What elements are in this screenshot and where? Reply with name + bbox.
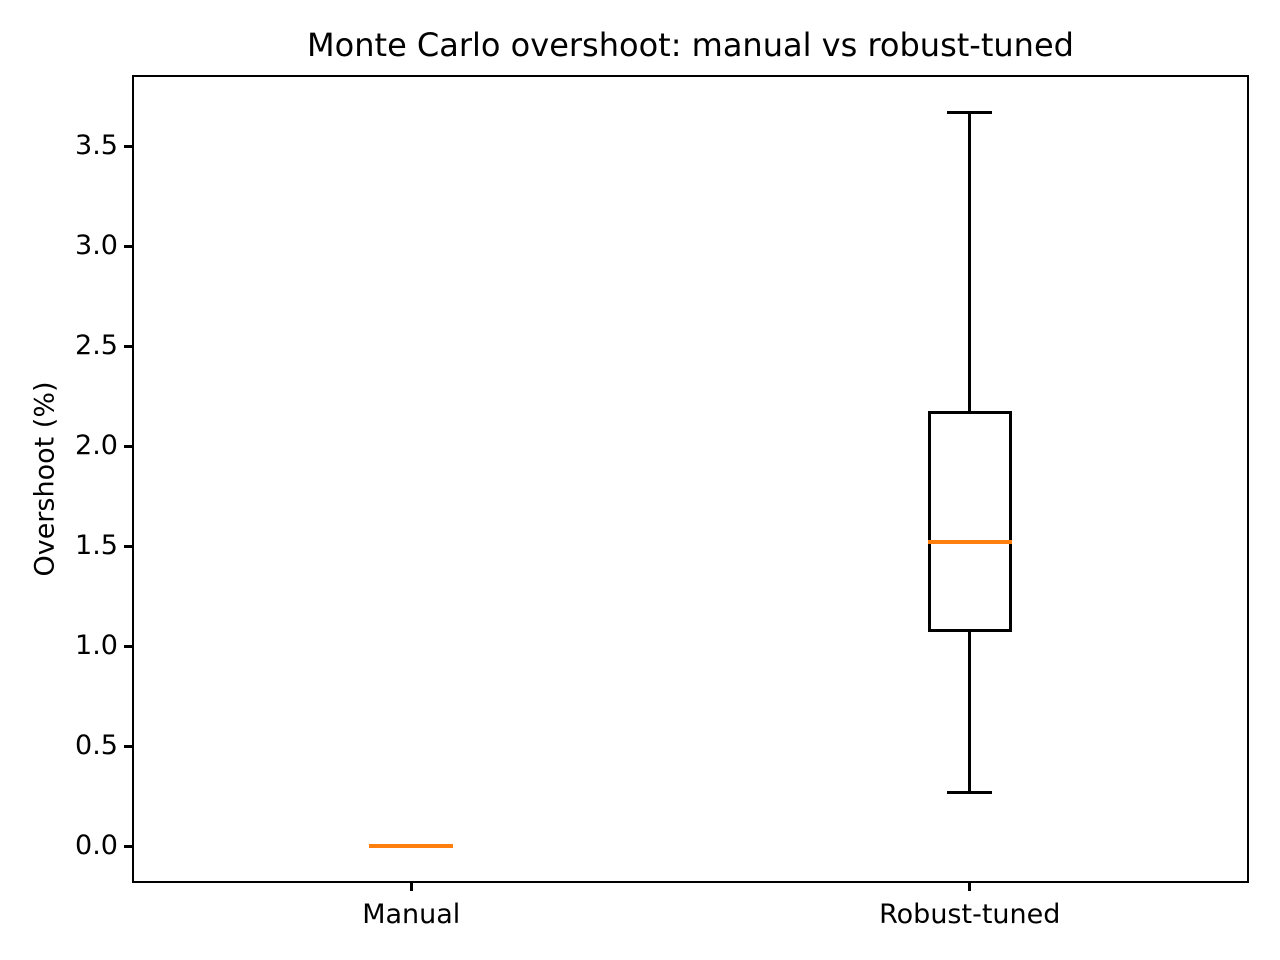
- y-tick-mark: [124, 444, 132, 448]
- y-tick-label: 1.0: [75, 630, 118, 661]
- y-tick-label: 3.0: [75, 230, 118, 261]
- y-tick-label: 3.5: [75, 130, 118, 161]
- lower-whisker-robust-tuned: [968, 630, 972, 792]
- y-tick-label: 0.5: [75, 730, 118, 761]
- y-tick-mark: [124, 844, 132, 848]
- y-tick-label: 2.0: [75, 430, 118, 461]
- x-tick-mark: [968, 883, 972, 891]
- upper-whisker-robust-tuned: [968, 112, 972, 412]
- axes-spines: [132, 75, 1249, 883]
- y-tick-label: 1.5: [75, 530, 118, 561]
- y-tick-mark: [124, 144, 132, 148]
- y-tick-mark: [124, 744, 132, 748]
- x-tick-label-robust-tuned: Robust-tuned: [879, 899, 1061, 930]
- plot-area: 0.0 0.5 1.0 1.5 2.0 2.5 3.0 3.5 Manual Robust-tun…: [75, 75, 1249, 930]
- y-tick-label: 2.5: [75, 330, 118, 361]
- y-tick-mark: [124, 244, 132, 248]
- y-tick-mark: [124, 644, 132, 648]
- y-tick-label: 0.0: [75, 830, 118, 861]
- chart-title: Monte Carlo overshoot: manual vs robust-…: [307, 26, 1074, 64]
- box-robust-tuned: [927, 410, 1012, 632]
- lower-cap-robust-tuned: [947, 790, 993, 794]
- median-line-manual: [369, 844, 454, 848]
- median-line-robust-tuned: [927, 540, 1012, 544]
- x-tick-label-manual: Manual: [362, 899, 461, 930]
- y-tick-mark: [124, 544, 132, 548]
- y-tick-mark: [124, 344, 132, 348]
- x-tick-mark: [409, 883, 413, 891]
- upper-cap-robust-tuned: [947, 110, 993, 114]
